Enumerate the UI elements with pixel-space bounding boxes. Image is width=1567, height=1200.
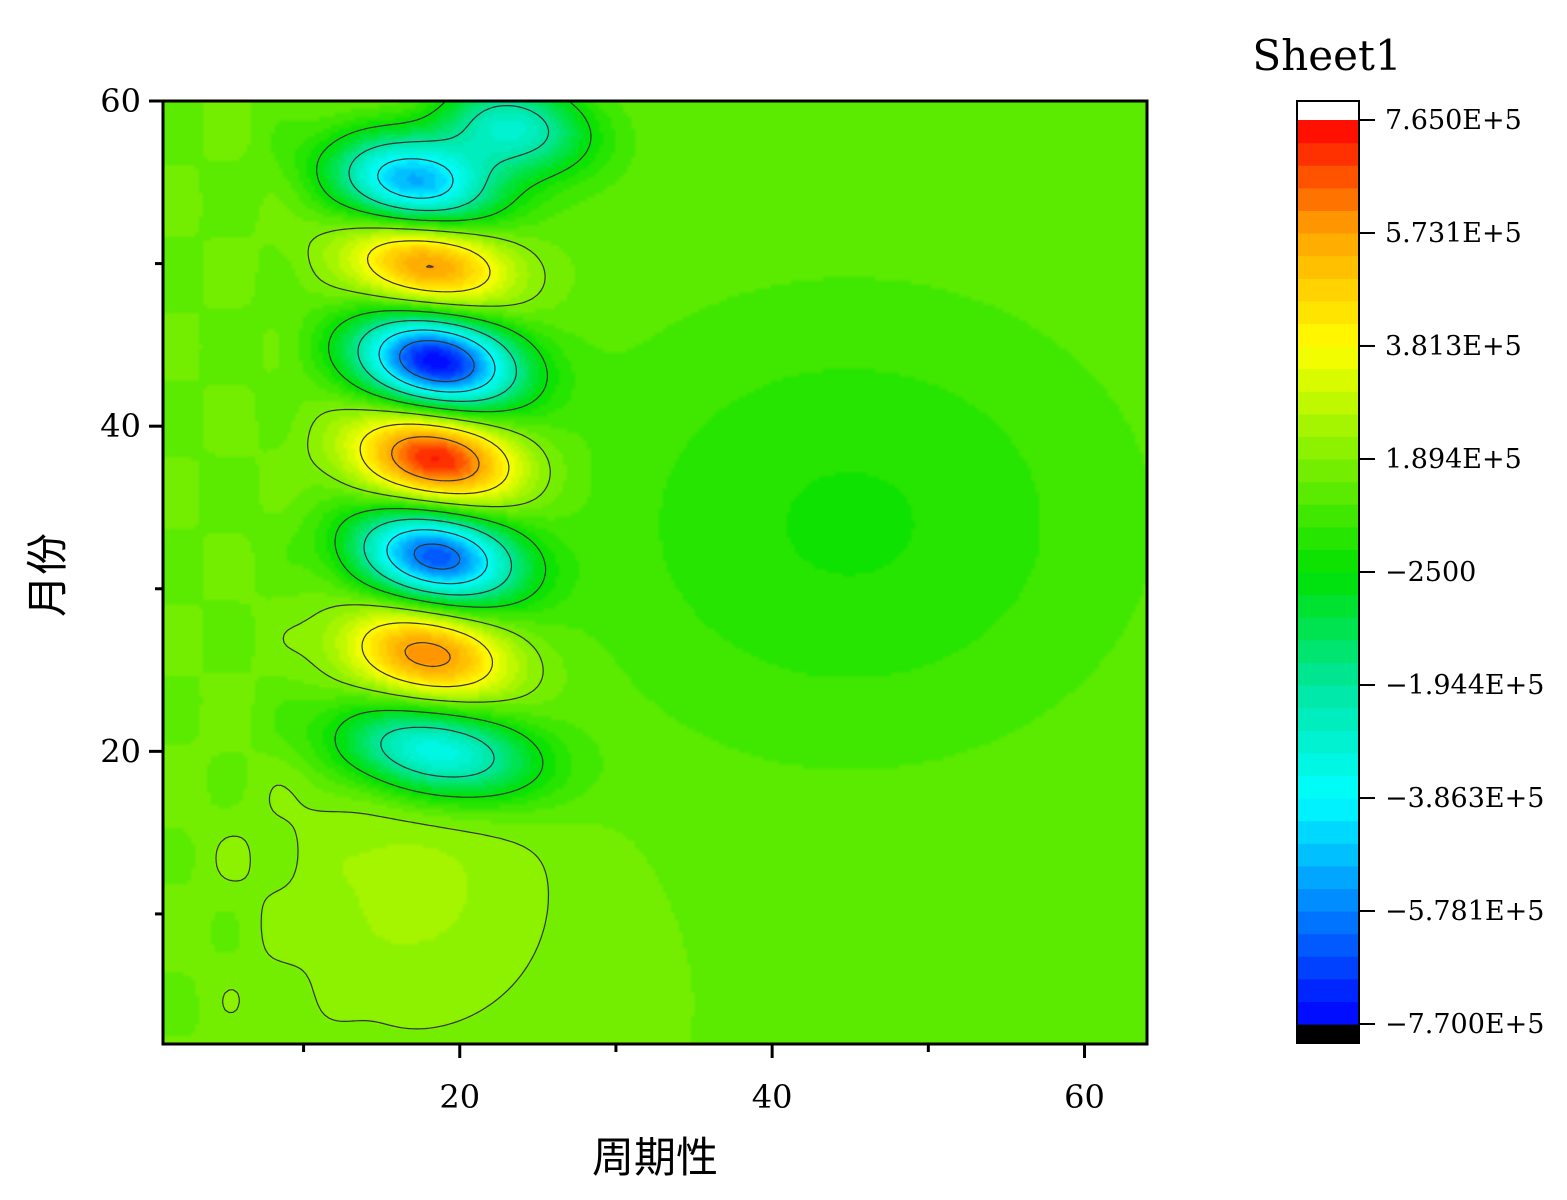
colorbar-band: [1297, 142, 1359, 166]
colorbar-band: [1297, 798, 1359, 822]
colorbar-band: [1297, 120, 1359, 144]
colorbar-band: [1297, 617, 1359, 641]
colorbar-band: [1297, 888, 1359, 912]
colorbar-tick-label: −2500: [1385, 557, 1476, 588]
colorbar-band: [1297, 323, 1359, 347]
colorbar-ticks: 7.650E+5 5.731E+5 3.813E+5 1.894E+5 −2500 −1.…: [1359, 105, 1544, 1040]
y-axis-title: 月份: [23, 533, 72, 617]
colorbar-tick-label: 5.731E+5: [1385, 218, 1522, 249]
colorbar-band: [1297, 210, 1359, 234]
colorbar-bands: [1297, 101, 1359, 1043]
colorbar-band: [1297, 911, 1359, 935]
colorbar-tick-label: 3.813E+5: [1385, 331, 1522, 362]
y-axis: 20 40 60: [100, 82, 163, 916]
colorbar-above-band: [1297, 101, 1359, 120]
colorbar-band: [1297, 413, 1359, 437]
colorbar-band: [1297, 187, 1359, 211]
colorbar-below-band: [1297, 1024, 1359, 1043]
colorbar-tick-label: −3.863E+5: [1385, 783, 1544, 814]
colorbar-band: [1297, 391, 1359, 415]
colorbar-band: [1297, 459, 1359, 483]
colorbar-band: [1297, 685, 1359, 709]
colorbar-band: [1297, 978, 1359, 1002]
colorbar-band: [1297, 820, 1359, 844]
contour-line: [359, 240, 510, 688]
colorbar-band: [1297, 1001, 1359, 1025]
x-axis-title: 周期性: [592, 1133, 718, 1182]
heatmap-field: [163, 101, 1147, 1044]
contour-line: [391, 264, 480, 667]
colorbar-band: [1297, 436, 1359, 460]
contour-line: [316, 102, 592, 798]
colorbar-band: [1297, 504, 1359, 528]
colorbar-band: [1297, 481, 1359, 505]
colorbar-band: [1297, 572, 1359, 596]
y-tick-label: 60: [100, 82, 141, 120]
colorbar-band: [1297, 752, 1359, 776]
x-axis: 20 40 60: [302, 1044, 1105, 1116]
plot-area: [161, 99, 1149, 1046]
colorbar-band: [1297, 956, 1359, 980]
colorbar-band: [1297, 843, 1359, 867]
plot-frame: [161, 99, 1149, 1046]
y-tick-label: 20: [100, 732, 141, 770]
colorbar-band: [1297, 865, 1359, 889]
colorbar-tick-label: −5.781E+5: [1385, 896, 1544, 927]
contour-line: [377, 158, 496, 585]
colorbar-band: [1297, 346, 1359, 370]
colorbar-band: [1297, 707, 1359, 731]
colorbar-band: [1297, 662, 1359, 686]
contour-line: [215, 227, 551, 1030]
y-tick-label: 40: [100, 407, 141, 445]
colorbar-tick-label: 7.650E+5: [1385, 105, 1522, 136]
colorbar-band: [1297, 165, 1359, 189]
colorbar-tick-label: 1.894E+5: [1385, 444, 1522, 475]
colorbar: Sheet1 7.650E+5 5.731E+5 3.813E+5 1.894E+5 −…: [1252, 31, 1544, 1044]
colorbar-band: [1297, 549, 1359, 573]
colorbar-band: [1297, 594, 1359, 618]
colorbar-band: [1297, 233, 1359, 257]
colorbar-band: [1297, 368, 1359, 392]
x-tick-label: 40: [752, 1078, 793, 1116]
colorbar-band: [1297, 639, 1359, 663]
colorbar-band: [1297, 526, 1359, 550]
colorbar-band: [1297, 255, 1359, 279]
x-tick-label: 20: [439, 1078, 480, 1116]
contour-line: [348, 105, 550, 778]
colorbar-band: [1297, 775, 1359, 799]
contour-lines: [215, 102, 592, 1030]
colorbar-title: Sheet1: [1252, 31, 1401, 80]
colorbar-tick-label: −7.700E+5: [1385, 1009, 1544, 1040]
x-tick-label: 60: [1064, 1078, 1105, 1116]
contour-line: [399, 340, 475, 570]
colorbar-band: [1297, 933, 1359, 957]
colorbar-band: [1297, 730, 1359, 754]
colorbar-band: [1297, 278, 1359, 302]
colorbar-band: [1297, 300, 1359, 324]
colorbar-tick-label: −1.944E+5: [1385, 670, 1544, 701]
